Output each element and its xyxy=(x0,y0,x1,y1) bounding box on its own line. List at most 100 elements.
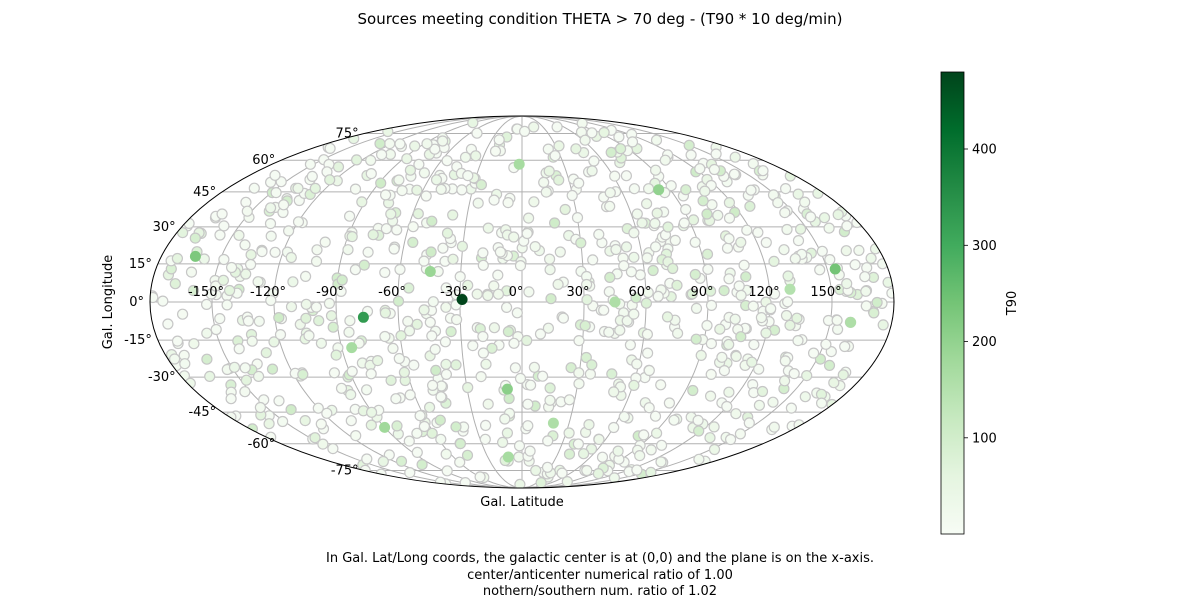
source-point-highlight xyxy=(829,263,841,275)
source-point xyxy=(718,365,731,377)
source-point xyxy=(287,276,299,288)
source-point xyxy=(652,290,664,302)
source-point xyxy=(704,390,717,402)
x-tick-label: 150° xyxy=(810,285,841,300)
source-point xyxy=(708,443,721,456)
source-point xyxy=(502,326,514,338)
y-tick-label: 45° xyxy=(193,185,216,200)
x-tick-label: -60° xyxy=(378,285,406,300)
source-point xyxy=(349,183,362,195)
source-point xyxy=(426,330,438,342)
source-point xyxy=(488,280,500,292)
source-point xyxy=(403,435,415,447)
source-point xyxy=(441,155,453,167)
source-point xyxy=(435,391,447,403)
source-point xyxy=(253,315,265,327)
source-point xyxy=(379,330,391,343)
source-point xyxy=(269,169,281,181)
x-tick-label: 90° xyxy=(690,285,713,300)
source-point xyxy=(781,223,793,236)
source-point xyxy=(618,260,630,272)
source-point xyxy=(233,343,245,355)
source-point xyxy=(570,143,582,155)
source-point xyxy=(692,414,704,426)
source-point xyxy=(606,368,618,380)
source-point xyxy=(631,358,643,370)
source-point xyxy=(162,318,174,330)
source-point xyxy=(791,312,803,324)
source-point xyxy=(704,432,716,444)
y-tick-label: -45° xyxy=(188,405,216,420)
source-point xyxy=(645,444,657,456)
source-point xyxy=(704,285,717,297)
source-point xyxy=(413,158,425,170)
source-point xyxy=(779,207,791,219)
source-point xyxy=(345,389,357,401)
source-point xyxy=(426,215,438,227)
source-point xyxy=(335,285,347,297)
source-point xyxy=(398,366,410,378)
source-point xyxy=(418,304,430,316)
source-point xyxy=(414,410,426,422)
source-point xyxy=(718,285,730,297)
source-point xyxy=(201,327,213,339)
source-point xyxy=(792,235,805,247)
source-point xyxy=(768,288,781,300)
source-point xyxy=(440,282,452,294)
source-point xyxy=(265,294,277,307)
source-point xyxy=(358,259,370,271)
source-point xyxy=(437,242,449,254)
source-point xyxy=(467,117,479,129)
source-point xyxy=(792,188,804,200)
source-point xyxy=(434,414,446,426)
source-point xyxy=(544,264,556,276)
x-tick-labels: -150° -120° -90° -60° -30° 0° 30° 60° 90° 120° 150… xyxy=(188,285,842,300)
source-point xyxy=(716,351,728,363)
source-point xyxy=(456,240,468,252)
source-point xyxy=(393,352,405,365)
source-point xyxy=(765,303,777,315)
source-point xyxy=(628,251,640,263)
source-point xyxy=(254,401,266,414)
source-point xyxy=(628,183,641,195)
source-point xyxy=(745,184,757,196)
source-point xyxy=(586,165,598,177)
source-point xyxy=(610,243,622,256)
source-point xyxy=(477,259,489,271)
source-point xyxy=(752,226,764,238)
source-point xyxy=(332,161,345,173)
source-point xyxy=(712,209,724,221)
source-point xyxy=(573,378,585,390)
source-point xyxy=(252,276,264,288)
source-point xyxy=(440,358,452,370)
source-point xyxy=(445,326,457,338)
source-point xyxy=(303,330,315,342)
source-point-highlight xyxy=(357,311,369,323)
source-point xyxy=(708,421,720,433)
source-point xyxy=(493,134,505,146)
source-point xyxy=(807,347,820,359)
source-point xyxy=(768,255,780,267)
source-point xyxy=(470,150,482,162)
source-point xyxy=(860,285,872,297)
source-point xyxy=(572,438,585,450)
source-point xyxy=(723,197,736,209)
source-point xyxy=(815,397,828,409)
source-point xyxy=(454,456,466,468)
source-point xyxy=(503,392,515,405)
source-point xyxy=(421,138,433,150)
source-point xyxy=(538,176,550,188)
source-point xyxy=(695,349,707,361)
source-point xyxy=(461,449,474,461)
source-point xyxy=(593,433,605,445)
source-point xyxy=(420,190,432,202)
source-point xyxy=(733,280,745,292)
source-point-highlight xyxy=(379,421,391,433)
source-point xyxy=(586,359,598,371)
source-point xyxy=(816,245,828,257)
source-point xyxy=(535,477,547,488)
source-point xyxy=(429,143,441,155)
source-point xyxy=(427,379,439,391)
source-point xyxy=(401,153,413,165)
source-point xyxy=(710,148,722,160)
